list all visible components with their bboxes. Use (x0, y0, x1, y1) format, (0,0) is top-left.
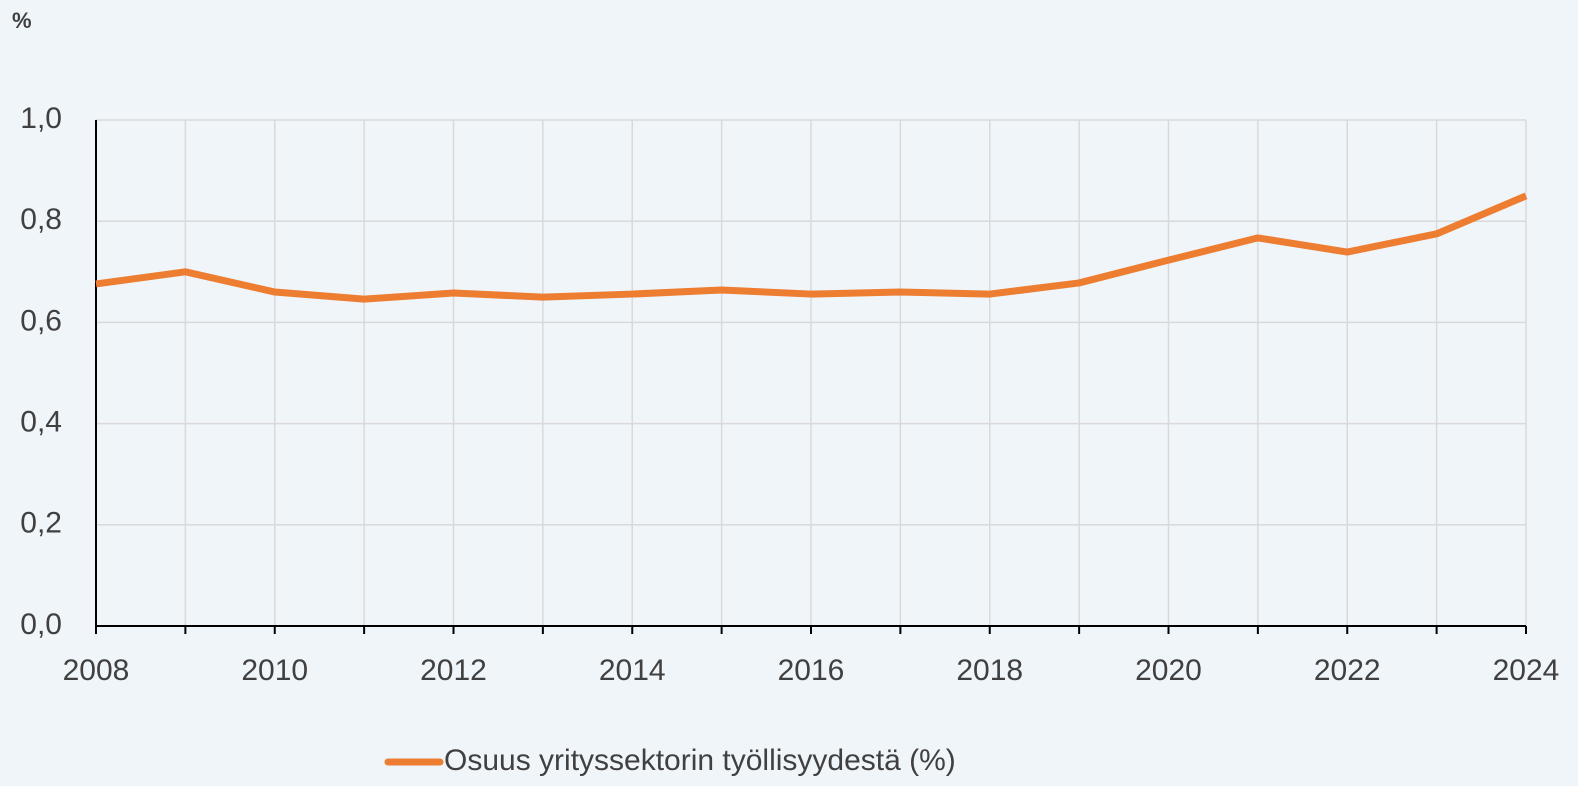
y-tick-label: 0,2 (20, 507, 62, 540)
y-tick-label: 1,0 (20, 102, 62, 135)
x-tick-label: 2012 (420, 654, 487, 687)
y-tick-label: 0,6 (20, 304, 62, 337)
x-tick-label: 2016 (778, 654, 845, 687)
x-tick-label: 2018 (956, 654, 1023, 687)
y-tick-label: 0,8 (20, 203, 62, 236)
x-tick-label: 2022 (1314, 654, 1381, 687)
x-tick-label: 2010 (241, 654, 308, 687)
legend-label: Osuus yrityssektorin työllisyydestä (%) (444, 744, 956, 777)
data-line (95, 192, 1528, 303)
x-tick-label: 2020 (1135, 654, 1202, 687)
y-axis-label: % (12, 8, 32, 33)
y-tick-label: 0,4 (20, 406, 62, 439)
y-tick-label: 0,0 (20, 608, 62, 641)
x-tick-label: 2008 (63, 654, 130, 687)
x-tick-label: 2014 (599, 654, 666, 687)
x-tick-label: 2024 (1493, 654, 1560, 687)
